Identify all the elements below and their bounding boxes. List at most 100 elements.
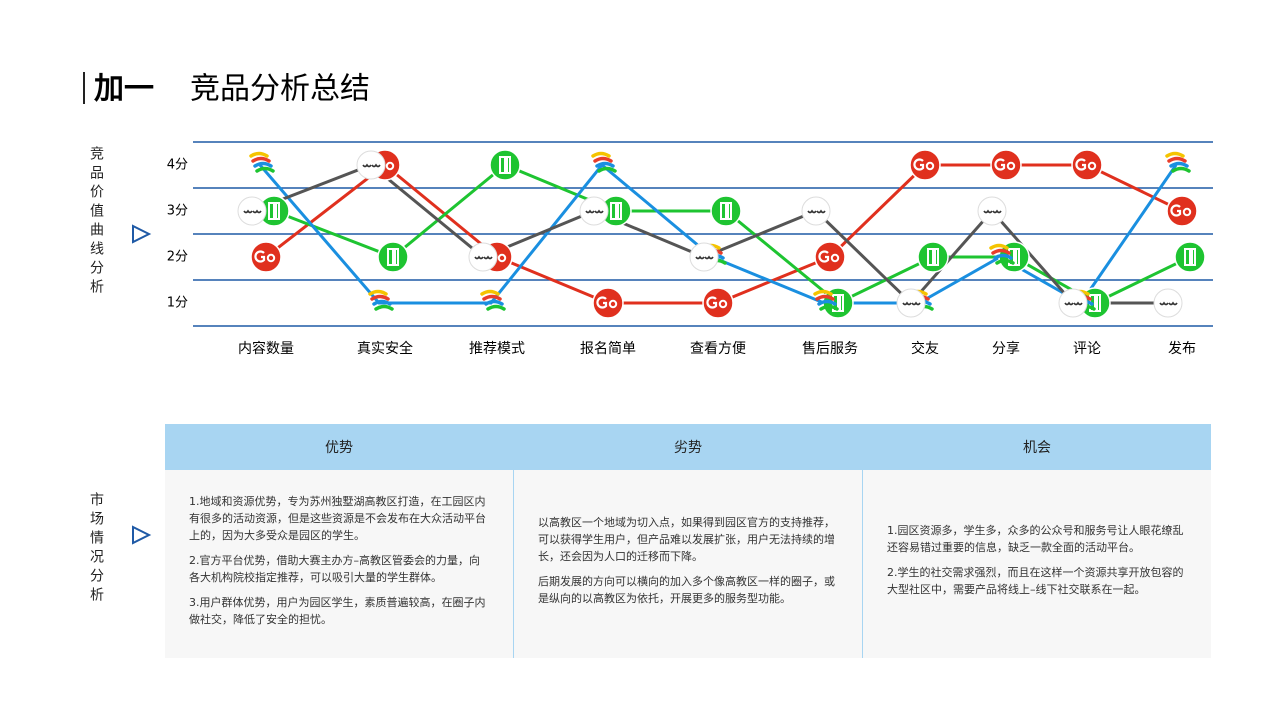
marker-glyph [1159,301,1178,306]
data-point [468,242,498,272]
marker-glyph [1087,161,1097,171]
y-tick-label: 1分 [167,296,188,311]
marker-glyph [484,299,504,306]
data-point [591,151,617,173]
marker-glyph [925,161,935,171]
arrow-icon [132,224,152,244]
marker-glyph [902,301,921,306]
marker-glyph [1171,166,1191,173]
marker-glyph [243,209,262,214]
data-point [489,149,521,181]
data-point [1174,241,1206,273]
marker-glyph [1167,156,1187,163]
data-point [480,289,506,311]
x-tick-label: 评论 [1073,341,1101,357]
marker-glyph [991,248,1011,255]
marker-glyph [273,204,277,218]
data-point [917,241,949,273]
data-point [237,196,267,226]
marker [909,149,941,181]
marker-glyph [608,299,618,309]
x-tick-label: 查看方便 [690,341,746,357]
data-point [600,195,632,227]
paragraph: 2.学生的社交需求强烈，而且在这样一个资源共享开放包容的大型社区中，需要产品将线… [887,566,1184,596]
marker-glyph [372,299,392,306]
marker-glyph [253,161,273,168]
marker-glyph [718,299,728,309]
marker-glyph [593,156,613,163]
marker-glyph [591,151,611,158]
data-point [258,195,290,227]
marker-glyph [268,202,280,220]
marker-glyph [1165,151,1185,158]
column-header: 机会 [863,424,1211,470]
marker-glyph [1013,250,1017,264]
marker-glyph [817,299,837,306]
paragraph: 2.官方平台优势，借助大赛主办方–高教区管委会的力量，向各大机构院校指定推荐，可… [189,553,480,584]
y-tick-label: 3分 [167,204,188,219]
column-header: 优势 [165,424,513,470]
side-label: 竞品价值曲线分析 [88,146,104,298]
marker-glyph [932,250,936,264]
data-point [1166,195,1198,227]
y-tick-label: 4分 [167,158,188,173]
brand: 加一 [94,72,154,107]
side-label: 市场情况分析 [88,492,104,606]
marker-glyph [1184,248,1196,266]
marker-glyph [1094,296,1098,310]
marker-glyph [385,161,395,171]
y-tick-label: 2分 [167,250,188,265]
data-point [689,242,719,272]
marker-glyph [995,258,1015,265]
marker-glyph [254,250,266,263]
x-tick-label: 内容数量 [238,340,294,357]
marker-glyph [362,163,381,168]
marker-glyph [706,296,718,309]
marker-glyph [983,209,1002,214]
marker [702,287,734,319]
marker-glyph [1182,207,1192,217]
x-tick-label: 真实安全 [357,340,413,357]
page-title: 竞品分析总结 [190,72,370,107]
paragraph: 1.地域和资源优势，专为苏州独墅湖高教区打造，在工园区内有很多的活动资源，但是这… [189,494,486,542]
marker-glyph [1064,301,1083,306]
marker-glyph [504,158,508,172]
marker-glyph [807,209,826,214]
marker-glyph [596,296,608,309]
marker-glyph [1189,250,1193,264]
marker-glyph [486,304,506,311]
data-point [801,196,831,226]
marker-glyph [815,294,835,301]
marker-glyph [374,304,394,311]
data-point [592,287,624,319]
data-point [990,149,1022,181]
data-point [977,196,1007,226]
marker-glyph [474,255,493,260]
marker-glyph [837,296,841,310]
marker-glyph [392,250,396,264]
marker-glyph [370,294,390,301]
marker-glyph [818,250,830,263]
data-point [896,288,926,318]
marker-glyph [387,248,399,266]
market-table: 优势 1.地域和资源优势，专为苏州独墅湖高教区打造，在工园区内有很多的活动资源，但… [165,424,1211,658]
marker-glyph [497,253,507,263]
marker [592,287,624,319]
marker-glyph [610,202,622,220]
column-body: 以高教区一个地域为切入点，如果得到园区官方的支持推荐，可以获得学生用户，但产品难… [514,470,862,658]
data-point [702,287,734,319]
data-point [989,243,1015,265]
data-point [250,241,282,273]
data-point [1153,288,1183,318]
marker [1166,195,1198,227]
data-point [249,151,275,173]
table-column: 劣势 以高教区一个地域为切入点，如果得到园区官方的支持推荐，可以获得学生用户，但产… [514,424,863,658]
marker-glyph [813,289,833,296]
marker-glyph [913,158,925,171]
series-line [251,163,1168,306]
marker-glyph [1006,161,1016,171]
marker-glyph [725,204,729,218]
series-line [258,162,1178,305]
marker-glyph [1075,158,1087,171]
